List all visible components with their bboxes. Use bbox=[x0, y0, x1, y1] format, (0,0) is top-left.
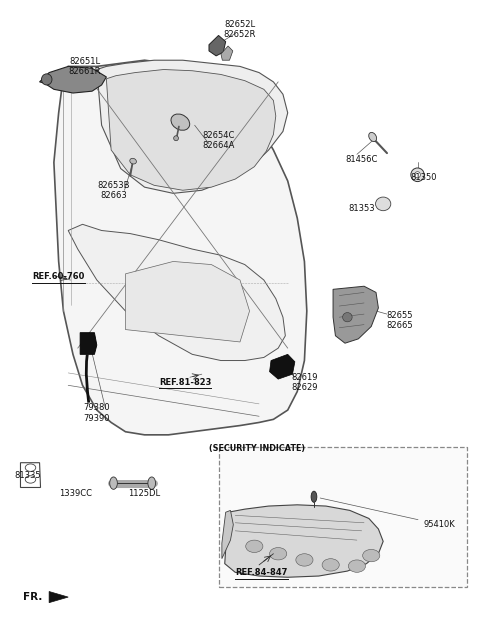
Polygon shape bbox=[97, 60, 288, 193]
Polygon shape bbox=[209, 35, 226, 56]
Ellipse shape bbox=[25, 476, 36, 483]
Text: FR.: FR. bbox=[23, 592, 42, 602]
Polygon shape bbox=[68, 225, 285, 361]
Polygon shape bbox=[107, 70, 276, 190]
Ellipse shape bbox=[130, 159, 136, 164]
Text: 1125DL: 1125DL bbox=[129, 489, 161, 498]
Ellipse shape bbox=[343, 312, 352, 322]
Text: 82655
82665: 82655 82665 bbox=[386, 310, 413, 330]
Text: REF.81-823: REF.81-823 bbox=[159, 378, 211, 387]
Text: 82652L
82652R: 82652L 82652R bbox=[224, 19, 256, 39]
Ellipse shape bbox=[246, 540, 263, 552]
Ellipse shape bbox=[174, 136, 179, 141]
Ellipse shape bbox=[363, 549, 380, 562]
Ellipse shape bbox=[171, 114, 190, 130]
Polygon shape bbox=[49, 592, 68, 603]
Ellipse shape bbox=[348, 560, 365, 572]
Text: 81350: 81350 bbox=[410, 174, 437, 182]
Text: 81335: 81335 bbox=[14, 471, 41, 480]
Polygon shape bbox=[221, 46, 233, 60]
Ellipse shape bbox=[375, 197, 391, 211]
Text: REF.60-760: REF.60-760 bbox=[33, 272, 85, 281]
Text: 82619
82629: 82619 82629 bbox=[291, 373, 318, 392]
Ellipse shape bbox=[322, 559, 339, 571]
Ellipse shape bbox=[110, 477, 117, 490]
Polygon shape bbox=[222, 511, 233, 559]
Polygon shape bbox=[54, 60, 307, 435]
Ellipse shape bbox=[25, 464, 36, 471]
Text: REF.84-847: REF.84-847 bbox=[235, 568, 288, 577]
Text: 81353: 81353 bbox=[348, 205, 375, 213]
Text: (SECURITY INDICATE): (SECURITY INDICATE) bbox=[209, 444, 305, 453]
Text: 82651L
82661R: 82651L 82661R bbox=[69, 57, 101, 76]
Ellipse shape bbox=[270, 547, 287, 560]
Ellipse shape bbox=[415, 172, 420, 178]
Text: 82654C
82664A: 82654C 82664A bbox=[203, 131, 235, 151]
Ellipse shape bbox=[296, 554, 313, 566]
Ellipse shape bbox=[148, 477, 156, 490]
Polygon shape bbox=[80, 333, 97, 355]
Polygon shape bbox=[125, 261, 250, 342]
Polygon shape bbox=[225, 505, 383, 577]
Text: 79380
79390: 79380 79390 bbox=[84, 404, 110, 423]
FancyBboxPatch shape bbox=[218, 447, 467, 587]
Text: 82653B
82663: 82653B 82663 bbox=[97, 180, 130, 200]
Text: 95410K: 95410K bbox=[424, 520, 456, 529]
Polygon shape bbox=[39, 67, 107, 93]
Polygon shape bbox=[270, 355, 295, 379]
Text: 1339CC: 1339CC bbox=[59, 489, 92, 498]
Ellipse shape bbox=[369, 132, 377, 142]
Ellipse shape bbox=[311, 491, 317, 503]
Ellipse shape bbox=[41, 74, 52, 85]
Text: 81456C: 81456C bbox=[346, 155, 378, 164]
Ellipse shape bbox=[411, 168, 424, 182]
Polygon shape bbox=[333, 286, 378, 343]
